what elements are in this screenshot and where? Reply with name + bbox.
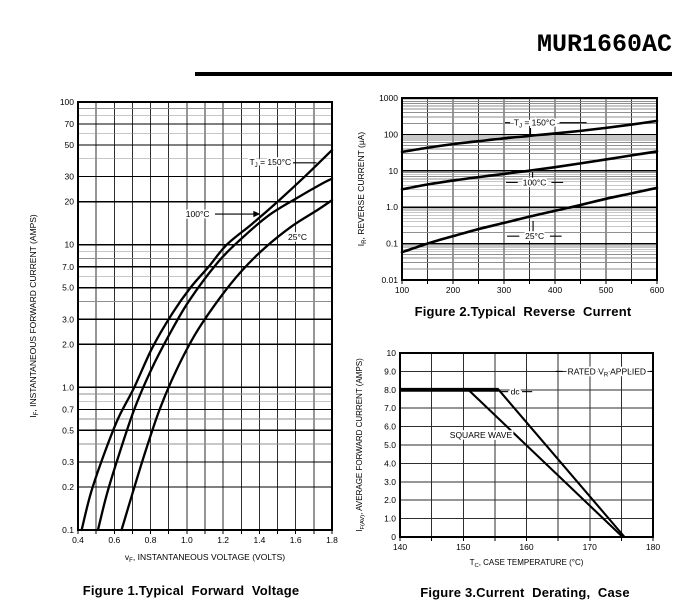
figure3-caption: Figure 3.Current Derating, Case bbox=[420, 585, 630, 600]
svg-text:20: 20 bbox=[65, 197, 75, 207]
svg-text:0: 0 bbox=[391, 532, 396, 542]
svg-text:500: 500 bbox=[599, 285, 613, 295]
svg-text:0.01: 0.01 bbox=[381, 275, 398, 285]
svg-text:400: 400 bbox=[548, 285, 562, 295]
svg-text:200: 200 bbox=[446, 285, 460, 295]
svg-text:0.2: 0.2 bbox=[62, 482, 74, 492]
svg-text:1.0: 1.0 bbox=[384, 514, 396, 524]
svg-text:dc: dc bbox=[511, 387, 521, 397]
svg-text:0.8: 0.8 bbox=[145, 535, 157, 545]
svg-text:TJ = 150°C: TJ = 150°C bbox=[249, 157, 291, 169]
svg-text:IF, INSTANTANEOUS FORWARD CURR: IF, INSTANTANEOUS FORWARD CURRENT (AMPS) bbox=[28, 214, 40, 418]
svg-text:100°C: 100°C bbox=[523, 177, 547, 187]
svg-text:4.0: 4.0 bbox=[384, 458, 396, 468]
svg-text:140: 140 bbox=[393, 542, 407, 552]
figure2-caption: Figure 2.Typical Reverse Current bbox=[414, 304, 632, 319]
svg-text:1.4: 1.4 bbox=[254, 535, 266, 545]
svg-text:TC, CASE TEMPERATURE (°C): TC, CASE TEMPERATURE (°C) bbox=[470, 558, 584, 569]
svg-text:1.2: 1.2 bbox=[217, 535, 229, 545]
part-number-title: MUR1660AC bbox=[536, 30, 672, 59]
svg-text:IF(AV), AVERAGE FORWARD CURREN: IF(AV), AVERAGE FORWARD CURRENT (AMPS) bbox=[355, 358, 366, 532]
svg-text:10: 10 bbox=[389, 166, 399, 176]
svg-text:1.8: 1.8 bbox=[326, 535, 338, 545]
svg-text:5.0: 5.0 bbox=[384, 440, 396, 450]
svg-text:7.0: 7.0 bbox=[384, 403, 396, 413]
title-rule bbox=[195, 72, 672, 76]
svg-text:0.7: 0.7 bbox=[62, 404, 74, 414]
svg-text:0.5: 0.5 bbox=[62, 425, 74, 435]
svg-text:0.1: 0.1 bbox=[386, 239, 398, 249]
svg-text:SQUARE WAVE: SQUARE WAVE bbox=[450, 430, 513, 440]
svg-text:0.6: 0.6 bbox=[108, 535, 120, 545]
svg-text:150: 150 bbox=[456, 542, 470, 552]
svg-text:300: 300 bbox=[497, 285, 511, 295]
svg-text:TJ = 150°C: TJ = 150°C bbox=[514, 118, 556, 130]
svg-text:RATED VR APPLIED: RATED VR APPLIED bbox=[568, 366, 646, 378]
svg-text:1.0: 1.0 bbox=[62, 382, 74, 392]
svg-text:50: 50 bbox=[65, 140, 75, 150]
svg-text:100°C: 100°C bbox=[186, 209, 210, 219]
svg-text:2.0: 2.0 bbox=[384, 495, 396, 505]
svg-text:1.6: 1.6 bbox=[290, 535, 302, 545]
figure1-forward-voltage-chart: 100 70 50 30 20 10 7.0 5.0 3.0 2.0 1.0 0.7 0.5 0.3 0.2… bbox=[28, 97, 338, 564]
svg-text:0.4: 0.4 bbox=[72, 535, 84, 545]
svg-text:5.0: 5.0 bbox=[62, 283, 74, 293]
svg-text:2.0: 2.0 bbox=[62, 339, 74, 349]
svg-text:1.0: 1.0 bbox=[181, 535, 193, 545]
svg-text:100: 100 bbox=[60, 97, 74, 107]
svg-text:10: 10 bbox=[387, 348, 397, 358]
svg-text:IR, REVERSE CURRENT (μA): IR, REVERSE CURRENT (μA) bbox=[356, 132, 368, 247]
svg-text:180: 180 bbox=[646, 542, 660, 552]
svg-text:6.0: 6.0 bbox=[384, 422, 396, 432]
svg-text:160: 160 bbox=[519, 542, 533, 552]
svg-text:8.0: 8.0 bbox=[384, 385, 396, 395]
svg-text:9.0: 9.0 bbox=[384, 366, 396, 376]
svg-text:3.0: 3.0 bbox=[62, 314, 74, 324]
svg-text:vF, INSTANTANEOUS VOLTAGE (VOL: vF, INSTANTANEOUS VOLTAGE (VOLTS) bbox=[125, 552, 285, 564]
svg-text:7.0: 7.0 bbox=[62, 262, 74, 272]
svg-text:10: 10 bbox=[65, 240, 75, 250]
svg-text:70: 70 bbox=[65, 119, 75, 129]
svg-text:600: 600 bbox=[650, 285, 664, 295]
svg-text:30: 30 bbox=[65, 172, 75, 182]
svg-text:25°C: 25°C bbox=[288, 232, 307, 242]
figure1-caption: Figure 1.Typical Forward Voltage bbox=[82, 583, 300, 598]
svg-text:1000: 1000 bbox=[379, 93, 398, 103]
svg-text:0.3: 0.3 bbox=[62, 457, 74, 467]
svg-text:1.0: 1.0 bbox=[386, 202, 398, 212]
svg-text:170: 170 bbox=[583, 542, 597, 552]
svg-text:100: 100 bbox=[384, 129, 398, 139]
svg-text:25°C: 25°C bbox=[525, 231, 544, 241]
svg-text:3.0: 3.0 bbox=[384, 477, 396, 487]
svg-text:0.1: 0.1 bbox=[62, 525, 74, 535]
svg-text:100: 100 bbox=[395, 285, 409, 295]
